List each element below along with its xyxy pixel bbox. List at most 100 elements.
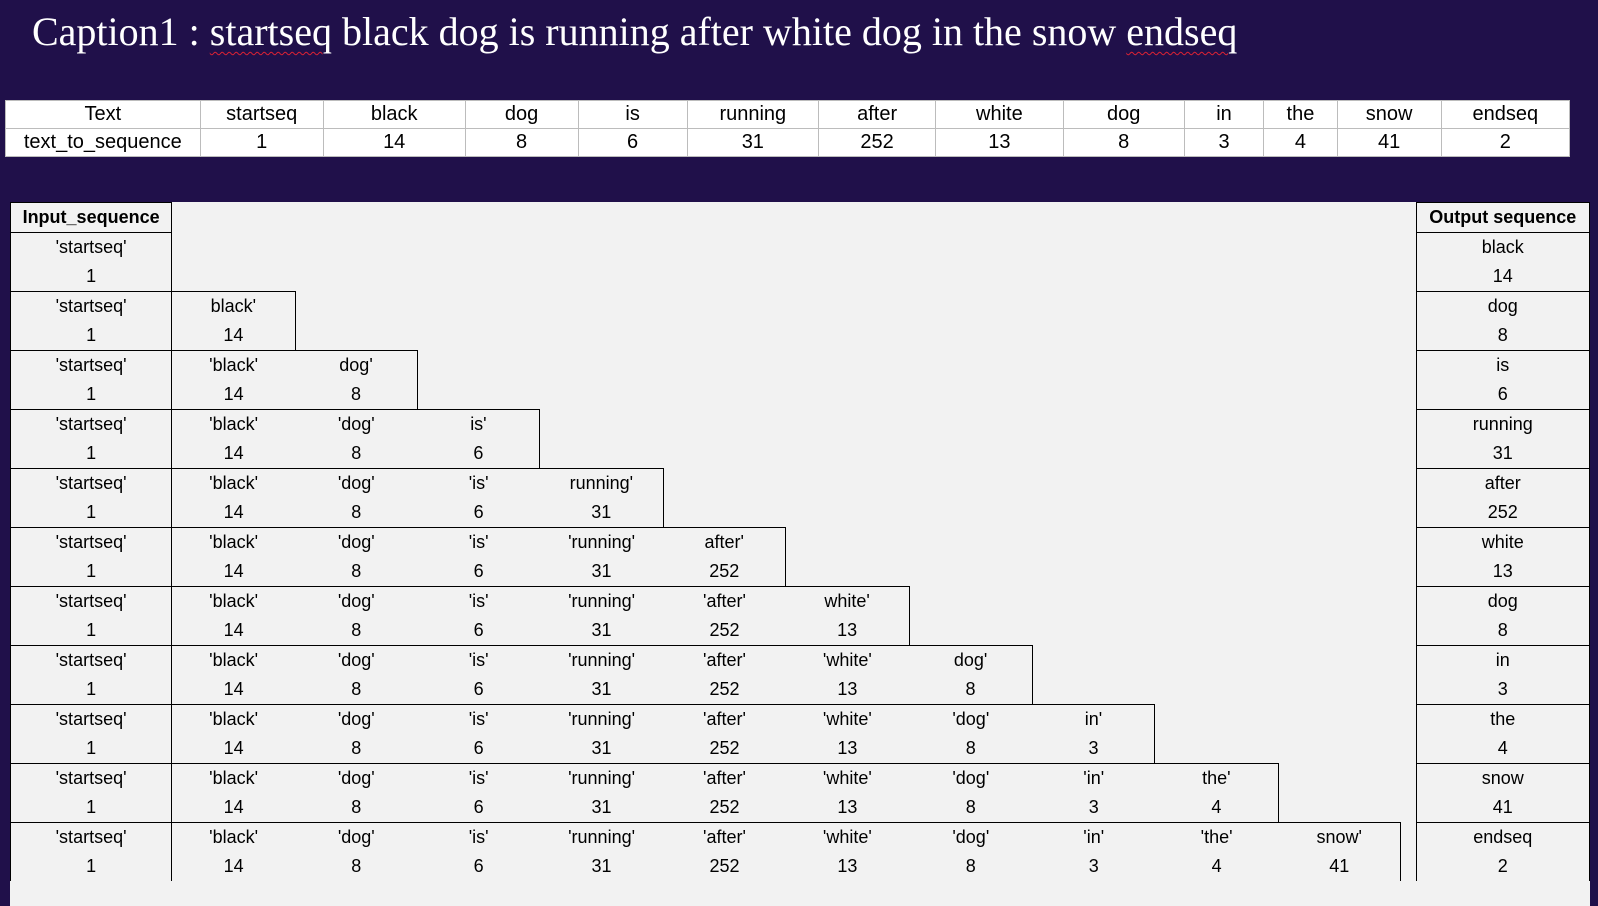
- empty-cell: [1401, 203, 1416, 233]
- empty-cell: [1278, 321, 1400, 351]
- empty-cell: [1155, 410, 1278, 440]
- empty-cell: [909, 587, 1032, 617]
- sequence-id-cell: 8: [351, 738, 362, 758]
- sequence-id-cell: 6: [473, 502, 484, 522]
- empty-cell: [909, 292, 1032, 322]
- empty-cell: [1401, 852, 1416, 881]
- empty-cell: [1278, 498, 1400, 528]
- sequence-id-cell: 8: [965, 797, 976, 817]
- empty-cell: [1401, 469, 1416, 499]
- sequence-id-cell: 6: [473, 856, 484, 876]
- empty-cell: [663, 351, 785, 381]
- sequence-word-cell: 'running': [539, 645, 664, 675]
- sequence-id-cell: 14: [223, 856, 244, 876]
- empty-cell: [1278, 646, 1400, 676]
- sequence-id-cell: 31: [591, 856, 612, 876]
- sequence-id-cell: 14: [223, 620, 244, 640]
- token-cell: running: [686, 100, 820, 129]
- sequence-word-cell: 'after': [663, 822, 786, 852]
- sequence-id-cell: 8: [351, 856, 362, 876]
- id-cell: 2: [1440, 128, 1571, 157]
- sequence-id-row: 1 14 8 6 31 252 13 8 3 4 41: [9, 793, 1591, 823]
- sequence-word-cell: 'startseq': [9, 468, 173, 498]
- sequence-word-row: 'startseq''black''dog''is''running''afte…: [9, 586, 1591, 617]
- empty-cell: [540, 380, 663, 410]
- empty-cell: [1401, 292, 1416, 322]
- empty-cell: [1278, 793, 1400, 823]
- empty-cell: [295, 203, 417, 233]
- token-table: Text startseq black dog is running after…: [5, 100, 1571, 157]
- empty-cell: [909, 380, 1032, 410]
- sequence-word-cell: 'is': [417, 527, 540, 557]
- empty-cell: [663, 233, 785, 263]
- sequence-id-cell: 4: [1154, 793, 1279, 823]
- sequence-id-cell: 252: [709, 797, 740, 817]
- empty-cell: [663, 321, 785, 351]
- id-cell: 41: [1336, 128, 1442, 157]
- empty-cell: [1033, 469, 1155, 499]
- sequence-id-cell: 8: [351, 679, 362, 699]
- token-cell: startseq: [199, 100, 324, 129]
- sequence-word-cell: 'startseq': [9, 350, 173, 380]
- empty-cell: [1033, 528, 1155, 558]
- empty-cell: [417, 233, 539, 263]
- empty-cell: [1278, 410, 1400, 440]
- empty-cell: [1033, 233, 1155, 263]
- empty-cell: [909, 233, 1032, 263]
- empty-cell: [1033, 675, 1155, 705]
- empty-cell: [786, 351, 909, 381]
- empty-cell: [540, 321, 663, 351]
- empty-cell: [172, 262, 295, 292]
- output-word-cell: running: [1415, 409, 1591, 439]
- empty-cell: [909, 557, 1032, 587]
- empty-cell: [1033, 380, 1155, 410]
- id-cell: 8: [1062, 128, 1185, 157]
- empty-cell: [1155, 292, 1278, 322]
- sequence-id-cell: 14: [171, 321, 296, 351]
- empty-cell: [417, 203, 539, 233]
- empty-cell: [1278, 705, 1400, 735]
- empty-cell: [1278, 557, 1400, 587]
- empty-cell: [1155, 557, 1278, 587]
- sequence-word-cell: 'startseq': [9, 409, 173, 439]
- empty-cell: [1401, 734, 1416, 764]
- sequence-word-cell: 'dog': [295, 645, 418, 675]
- empty-cell: [1401, 823, 1416, 853]
- output-word-cell: in: [1415, 645, 1591, 675]
- empty-cell: [1278, 351, 1400, 381]
- output-word-cell: white: [1415, 527, 1591, 557]
- output-id-cell: 14: [1415, 262, 1591, 292]
- sequence-id-cell: 252: [709, 679, 740, 699]
- empty-cell: [1401, 528, 1416, 558]
- sequence-id-cell: 1: [9, 675, 173, 705]
- sequence-word-cell: white': [785, 586, 910, 616]
- sequence-word-cell: 'dog': [295, 822, 418, 852]
- caption-end-token: endseq: [1126, 9, 1238, 54]
- sequence-word-cell: 'startseq': [9, 586, 173, 616]
- empty-cell: [1155, 498, 1278, 528]
- sequence-word-cell: 'black': [171, 409, 296, 439]
- sequence-id-row: 1 14 8 6: [9, 380, 1591, 410]
- sequence-id-cell: 31: [539, 498, 664, 528]
- empty-cell: [1401, 321, 1416, 351]
- sequence-word-cell: 'startseq': [9, 822, 173, 852]
- sequence-word-cell: 'dog': [295, 704, 418, 734]
- empty-cell: [540, 262, 663, 292]
- empty-cell: [417, 321, 539, 351]
- empty-cell: [1401, 439, 1416, 469]
- output-id-cell: 8: [1415, 616, 1591, 646]
- output-word-cell: snow: [1415, 763, 1591, 793]
- sequence-id-cell: 8: [351, 502, 362, 522]
- sequence-word-cell: 'startseq': [9, 704, 173, 734]
- empty-cell: [909, 616, 1032, 646]
- empty-cell: [1401, 233, 1416, 263]
- empty-cell: [1033, 587, 1155, 617]
- sequence-id-cell: 6: [417, 439, 541, 469]
- id-cell: 13: [935, 128, 1064, 157]
- sequence-id-cell: 1: [9, 380, 173, 410]
- empty-cell: [1401, 262, 1416, 292]
- sequence-word-row: 'startseq''black''dog''is''running''afte…: [9, 704, 1591, 735]
- sequence-word-cell: 'running': [539, 527, 664, 557]
- sequence-word-cell: black': [171, 291, 296, 321]
- output-word-cell: dog: [1415, 291, 1591, 321]
